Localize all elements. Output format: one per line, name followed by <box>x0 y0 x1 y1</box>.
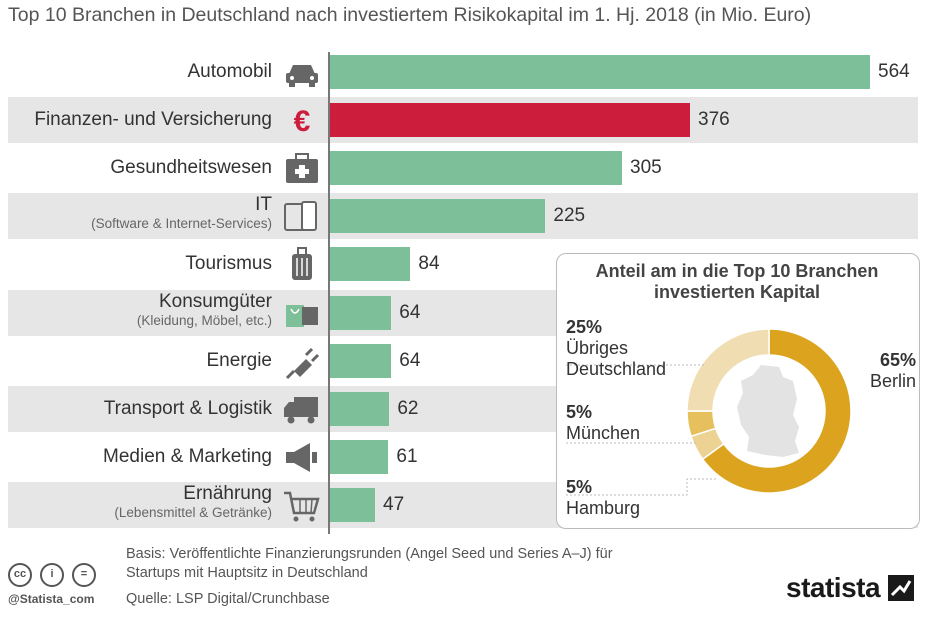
statista-logo-icon <box>887 575 914 601</box>
category-name: Ernährung <box>183 482 272 504</box>
category-label: Tourismus <box>185 253 272 275</box>
donut-title: Anteil am in die Top 10 Branchen investi… <box>595 261 879 302</box>
category-label: Energie <box>207 350 273 372</box>
bar-value-label: 64 <box>399 349 421 371</box>
bar <box>330 151 623 186</box>
cc-icon: cc <box>8 563 32 587</box>
suitcase-icon <box>292 247 312 281</box>
bar-row: Finanzen- und Versicherung €376 <box>8 97 918 144</box>
name-hamburg: Hamburg <box>566 498 641 518</box>
bar <box>330 55 870 89</box>
category-label: IT (Software & Internet-Services) <box>91 194 272 232</box>
pct-berlin: 65% <box>879 350 916 370</box>
category-subtitle: (Software & Internet-Services) <box>91 216 272 232</box>
statista-wordmark: statista <box>786 572 881 603</box>
category-name: Transport & Logistik <box>103 397 272 419</box>
category-label: Konsumgüter (Kleidung, Möbel, etc.) <box>136 290 272 328</box>
name-rest: Übriges Deutschland <box>566 338 667 379</box>
euro-icon: € <box>294 105 311 138</box>
bar-value-label: 564 <box>878 61 910 82</box>
label-hamburg: 5% Hamburg <box>566 477 640 519</box>
bar <box>330 295 392 330</box>
category-name: Konsumgüter <box>158 290 272 312</box>
source-line: Quelle: LSP Digital/Crunchbase <box>126 591 330 607</box>
bar-value-label: 225 <box>553 205 586 227</box>
bar-row: IT (Software & Internet-Services) 225 <box>8 193 918 240</box>
basis-line-2: Startups mit Hauptsitz in Deutschland <box>126 565 368 581</box>
basis-line-1: Basis: Veröffentlichte Finanzierungsrund… <box>126 546 613 562</box>
plug-icon <box>285 347 320 379</box>
bar <box>330 391 390 426</box>
bar <box>330 487 375 522</box>
bar <box>330 343 392 378</box>
category-name: Automobil <box>187 61 273 82</box>
label-berlin: 65% Berlin <box>860 350 916 392</box>
bar-row: Medien & Marketing 61 <box>8 434 918 480</box>
bar-row: Automobil 564 <box>8 49 918 95</box>
category-name: Gesundheitswesen <box>110 157 272 179</box>
bar-row: Gesundheitswesen 305 <box>8 145 918 191</box>
category-name: IT <box>255 194 272 216</box>
category-subtitle: (Lebensmittel & Getränke) <box>114 504 272 520</box>
germany-map-icon <box>737 365 799 457</box>
category-name: Tourismus <box>185 253 272 275</box>
chart-title: Top 10 Branchen in Deutschland nach inve… <box>8 4 812 26</box>
truck-icon <box>284 396 318 424</box>
megaphone-icon <box>286 442 317 472</box>
bar-value-label: 61 <box>396 445 418 467</box>
pct-rest: 25% <box>566 317 603 337</box>
donut-slice <box>686 328 770 412</box>
donut-chart <box>566 328 852 496</box>
car-icon <box>286 65 318 87</box>
name-muenchen: München <box>566 423 641 443</box>
category-label: Automobil <box>188 61 273 83</box>
shopping-cart-icon <box>284 491 320 522</box>
category-name: Energie <box>206 349 273 371</box>
axis-line <box>328 52 330 534</box>
bar <box>330 103 690 138</box>
svg-text:€: € <box>294 105 311 138</box>
leader-line <box>566 478 716 496</box>
bar-row: Energie 64 <box>8 338 918 384</box>
bar-value-label: 376 <box>698 109 730 131</box>
bar-value-label: 62 <box>397 397 419 419</box>
name-berlin: Berlin <box>869 371 916 391</box>
attribution-icon: i <box>40 563 64 587</box>
donut-slice <box>701 328 852 494</box>
label-muenchen: 5% München <box>566 402 640 444</box>
first-aid-kit-icon <box>286 153 318 184</box>
shopping-bag-icon <box>286 304 318 327</box>
category-label: Ernährung (Lebensmittel & Getränke) <box>114 482 272 520</box>
category-name: Medien & Marketing <box>103 445 272 467</box>
bar-value-label: 47 <box>383 493 405 515</box>
category-label: Gesundheitswesen <box>110 157 272 179</box>
pct-muenchen: 5% <box>566 402 593 422</box>
label-rest: 25% Übriges Deutschland <box>566 317 686 380</box>
category-label: Medien & Marketing <box>103 446 272 468</box>
bar-value-label: 64 <box>399 301 421 323</box>
bar <box>330 439 389 474</box>
category-label: Finanzen- und Versicherung <box>34 109 272 131</box>
category-label: Transport & Logistik <box>104 398 272 420</box>
bar <box>330 247 411 282</box>
no-derivatives-icon: = <box>72 563 96 587</box>
category-name: Finanzen- und Versicherung <box>34 109 272 131</box>
devices-icon <box>284 201 317 232</box>
statista-handle[interactable]: @Statista_com <box>8 592 95 606</box>
statista-logo[interactable]: statista <box>786 572 914 608</box>
bar-value-label: 305 <box>630 157 662 179</box>
pct-hamburg: 5% <box>566 477 593 497</box>
bar-row: Tourismus 84 <box>8 241 918 287</box>
category-subtitle: (Kleidung, Möbel, etc.) <box>136 312 272 328</box>
bar-value-label: 84 <box>418 253 440 275</box>
bar <box>330 199 546 234</box>
